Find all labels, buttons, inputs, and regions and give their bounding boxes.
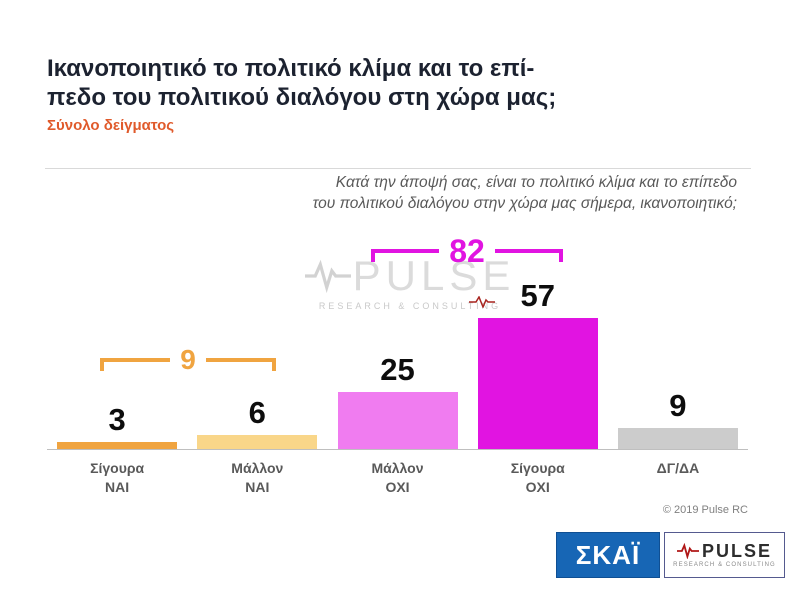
bar (477, 318, 598, 449)
survey-question-text: Κατά την άποψή σας, είναι το πολιτικό κλ… (313, 172, 737, 215)
group-total-yes: 9 (180, 344, 196, 375)
question-line-2: του πολιτικού διαλόγου στην χώρα μας σήμ… (312, 195, 737, 213)
bar (617, 428, 738, 449)
pulse-logo: PULSE RESEARCH & CONSULTING (664, 532, 785, 578)
bar-value-label: 9 (669, 387, 687, 423)
chart-baseline (47, 449, 748, 450)
bar-value-label: 57 (520, 277, 555, 313)
pulse-logo-row: PULSE (676, 541, 772, 561)
pulse-logo-text: PULSE (701, 541, 772, 561)
category-label: Μάλλον ΝΑΙ (231, 460, 284, 495)
bar (197, 435, 318, 449)
bar-column: 25 (327, 218, 467, 449)
bar-column: 9 (608, 218, 748, 449)
question-line-1: Κατά την άποψή σας, είναι το πολιτικό κλ… (335, 174, 737, 191)
pulse-logo-subtext: RESEARCH & CONSULTING (673, 562, 776, 568)
bracket-line-left (371, 249, 440, 262)
category-axis: Σίγουρα ΝΑΙ Μάλλον ΝΑΙ Μάλλον ΟΧΙ Σίγουρα ΟΧΙ ΔΓ… (47, 459, 748, 497)
bar (57, 442, 178, 449)
divider-line (45, 168, 751, 169)
copyright-text: © 2019 Pulse RC (662, 504, 748, 516)
bar-value-label: 25 (380, 351, 415, 387)
bar (337, 392, 458, 449)
bar-value-label: 6 (248, 394, 266, 430)
watermark-subtext: RESEARCH & CONSULTING (318, 301, 502, 311)
category-label: Σίγουρα ΟΧΙ (510, 460, 565, 495)
category-label: ΔΓ/ΔΑ (656, 460, 700, 476)
title-line-1: Ικανοποιητικό το πολιτικό κλίμα και το ε… (47, 55, 535, 82)
watermark-row: PULSE (295, 252, 525, 300)
watermark-text: PULSE (352, 252, 516, 299)
pulse-watermark: PULSE RESEARCH & CONSULTING (295, 252, 525, 311)
bar-column: 6 (187, 218, 327, 449)
bracket-line-left (100, 358, 171, 371)
skai-logo: ΣΚΑΪ (556, 532, 660, 578)
watermark-red-accent (469, 296, 495, 308)
bracket-line-right (494, 249, 564, 262)
bar-value-label: 3 (108, 401, 126, 437)
pulse-waveform-icon (676, 543, 699, 559)
group-bracket-yes: 9 (100, 344, 277, 375)
category-label: Μάλλον ΟΧΙ (371, 460, 424, 495)
bracket-line-right (205, 358, 277, 371)
bar-column: 3 (47, 218, 187, 449)
bar-chart: 3 6 25 57 9 (47, 218, 748, 449)
page-title: Ικανοποιητικό το πολιτικό κλίμα και το ε… (47, 54, 556, 113)
sample-label: Σύνολο δείγματος (47, 117, 175, 134)
title-line-2: πεδο του πολιτικού διαλόγου στη χώρα μας… (47, 84, 557, 112)
group-bracket-no: 82 (371, 233, 564, 269)
group-total-no: 82 (449, 233, 485, 269)
pulse-waveform-icon-watermark (304, 259, 351, 294)
bar-column: 57 (468, 218, 608, 449)
skai-logo-text: ΣΚΑΪ (575, 539, 641, 570)
category-label: Σίγουρα ΝΑΙ (90, 460, 145, 495)
